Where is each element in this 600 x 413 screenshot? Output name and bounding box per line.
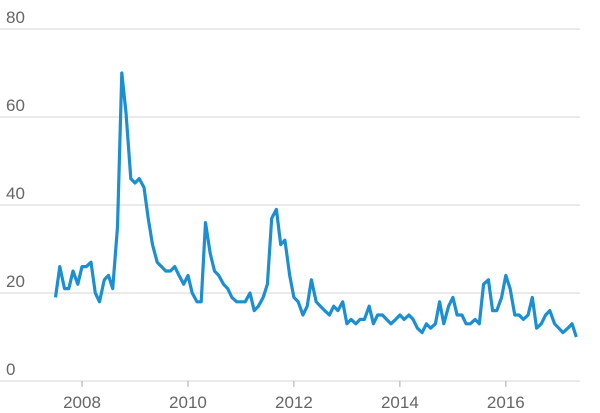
x-tick-label: 2014 <box>381 393 419 412</box>
y-tick-label: 80 <box>6 8 25 27</box>
x-tick-label: 2010 <box>169 393 207 412</box>
x-tick-label: 2008 <box>63 393 101 412</box>
y-tick-label: 0 <box>6 360 15 379</box>
x-tick-label: 2012 <box>275 393 313 412</box>
data-line <box>53 71 578 338</box>
y-tick-label: 20 <box>6 272 25 291</box>
x-tick-label: 2016 <box>487 393 525 412</box>
y-tick-label: 60 <box>6 96 25 115</box>
y-tick-label: 40 <box>6 184 25 203</box>
